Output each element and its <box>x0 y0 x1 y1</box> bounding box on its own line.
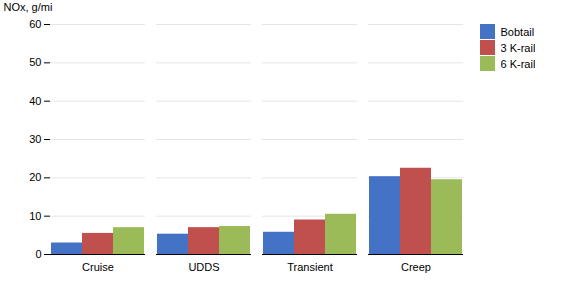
svg-text:Cruise: Cruise <box>82 261 114 273</box>
svg-text:10: 10 <box>29 210 41 222</box>
svg-text:0: 0 <box>35 248 41 260</box>
svg-text:50: 50 <box>29 56 41 68</box>
svg-text:Transient: Transient <box>287 261 332 273</box>
html-text:3 K-rail: 3 K-rail <box>500 41 536 54</box>
html-text:Bobtail: Bobtail <box>500 25 535 38</box>
svg-text:20: 20 <box>29 171 41 183</box>
html-text:6 K-rail: 6 K-rail <box>500 57 536 70</box>
svg-text:30: 30 <box>29 133 41 145</box>
svg-text:Creep: Creep <box>401 261 431 273</box>
svg-text:40: 40 <box>29 95 41 107</box>
svg-text:60: 60 <box>29 18 41 30</box>
svg-text:UDDS: UDDS <box>188 261 219 273</box>
svg-text:NOx, g/mi: NOx, g/mi <box>4 1 53 13</box>
